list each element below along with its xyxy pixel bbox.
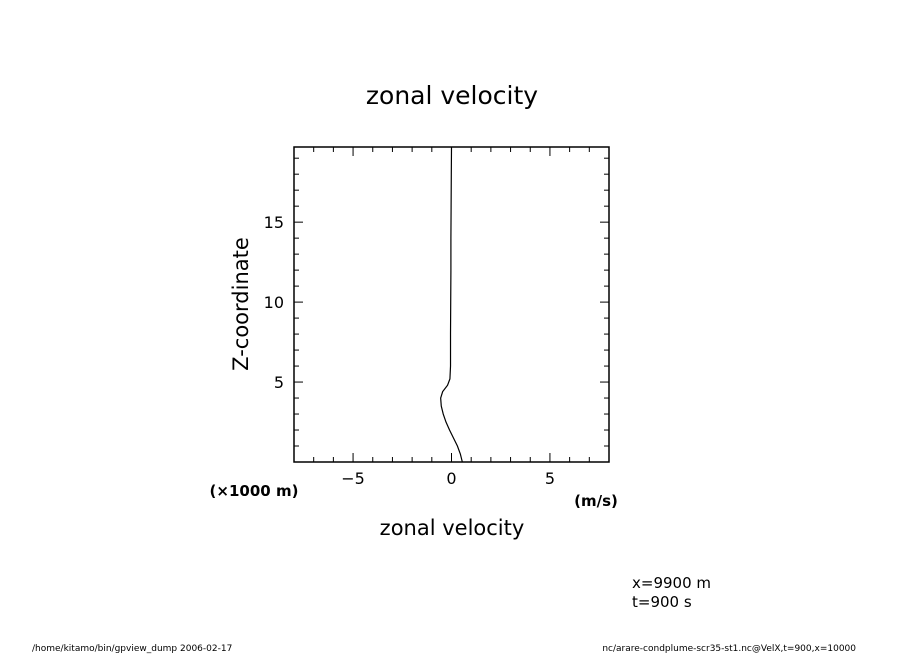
x-tick-label: 0 — [446, 469, 456, 488]
y-tick-label: 5 — [274, 373, 284, 392]
x-tick-label: −5 — [341, 469, 365, 488]
y-tick-label: 10 — [264, 293, 284, 312]
x-tick-label: 5 — [545, 469, 555, 488]
series-line-zonal-velocity — [440, 146, 463, 463]
footer-right: nc/arare-condplume-scr35-st1.nc@VelX,t=9… — [602, 644, 856, 654]
footer-left: /home/kitamo/bin/gpview_dump 2006-02-17 — [32, 644, 232, 654]
axis-ticks — [293, 147, 610, 463]
position-annotation: x=9900 m — [632, 574, 711, 592]
tick-labels: −5 0 5 5 10 15 — [264, 213, 555, 488]
x-axis-label: zonal velocity — [380, 516, 525, 540]
chart-title: zonal velocity — [366, 81, 538, 110]
time-annotation: t=900 s — [632, 593, 692, 611]
y-axis-unit: (×1000 m) — [210, 482, 299, 500]
x-axis-unit: (m/s) — [574, 492, 618, 510]
y-tick-label: 15 — [264, 213, 284, 232]
y-axis-label: Z-coordinate — [229, 237, 253, 371]
